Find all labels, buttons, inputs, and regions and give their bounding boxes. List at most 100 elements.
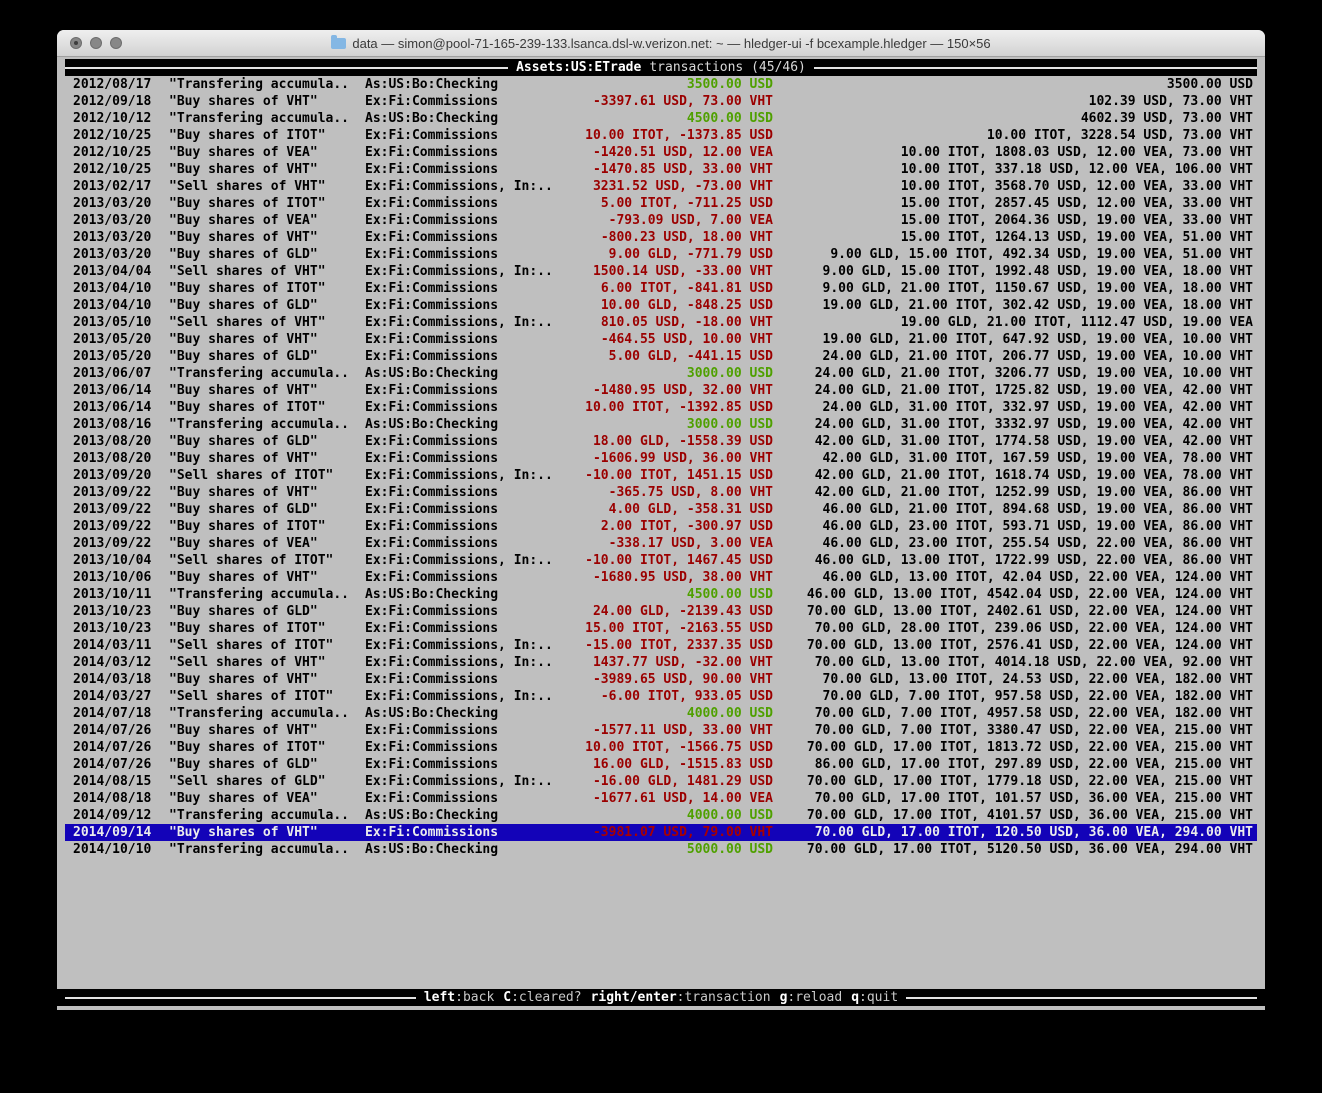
transaction-row[interactable]: 15.00 ITOT, -2163.55 USD 70.00 GLD, 28.00… xyxy=(65,620,1257,637)
transaction-row[interactable]: -3397.61 USD, 73.00 VHT 102.39 USD, 73.00… xyxy=(65,93,1257,110)
transaction-row[interactable]: -10.00 ITOT, 1467.45 USD 46.00 GLD, 13.00… xyxy=(65,552,1257,569)
transaction-row[interactable]: 1437.77 USD, -32.00 VHT 70.00 GLD, 13.00 … xyxy=(65,654,1257,671)
transaction-row[interactable]: 3500.00 USD 3500.00 USD 2012/08/17 "Transfe… xyxy=(65,76,1257,93)
description-cell: "Buy shares of GLD" xyxy=(169,604,318,619)
transaction-row[interactable]: -10.00 ITOT, 1451.15 USD 42.00 GLD, 21.00… xyxy=(65,467,1257,484)
transaction-row[interactable]: 10.00 ITOT, -1392.85 USD 24.00 GLD, 31.00… xyxy=(65,399,1257,416)
transaction-row[interactable]: -3989.65 USD, 90.00 VHT 70.00 GLD, 13.00 … xyxy=(65,671,1257,688)
balance-cell: 15.00 ITOT, 2857.45 USD, 12.00 VEA, 33.0… xyxy=(900,196,1253,211)
date-cell: 2013/08/16 xyxy=(73,417,152,432)
window-titlebar[interactable]: data — simon@pool-71-165-239-133.lsanca.… xyxy=(57,30,1265,57)
register-header-bar: Assets:US:ETrade transactions (45/46) xyxy=(65,59,1257,76)
balance-cell: 46.00 GLD, 13.00 ITOT, 4542.04 USD, 22.0… xyxy=(806,587,1253,602)
transaction-row[interactable]: 4500.00 USD 4602.39 USD, 73.00 VHT 2012/10… xyxy=(65,110,1257,127)
transaction-row[interactable]: -800.23 USD, 18.00 VHT 15.00 ITOT, 1264.1… xyxy=(65,229,1257,246)
amount-cell: -16.00 GLD, 1481.29 USD xyxy=(592,774,773,789)
description-cell: "Buy shares of ITOT" xyxy=(169,128,326,143)
transaction-row[interactable]: -16.00 GLD, 1481.29 USD 70.00 GLD, 17.00 … xyxy=(65,773,1257,790)
balance-cell: 10.00 ITOT, 337.18 USD, 12.00 VEA, 106.0… xyxy=(900,162,1253,177)
amount-cell: 4000.00 USD xyxy=(686,808,773,823)
date-cell: 2013/03/20 xyxy=(73,247,152,262)
transaction-row[interactable]: 10.00 ITOT, -1566.75 USD 70.00 GLD, 17.00… xyxy=(65,739,1257,756)
balance-cell: 70.00 GLD, 28.00 ITOT, 239.06 USD, 22.00… xyxy=(814,621,1253,636)
other-accounts-cell: As:US:Bo:Checking xyxy=(365,706,499,721)
transaction-row[interactable]: -15.00 ITOT, 2337.35 USD 70.00 GLD, 13.00… xyxy=(65,637,1257,654)
transaction-row[interactable]: 6.00 ITOT, -841.81 USD 9.00 GLD, 21.00 IT… xyxy=(65,280,1257,297)
transaction-row[interactable]: 4000.00 USD 70.00 GLD, 7.00 ITOT, 4957.58… xyxy=(65,705,1257,722)
date-cell: 2013/05/10 xyxy=(73,315,152,330)
transaction-row[interactable]: -1470.85 USD, 33.00 VHT 10.00 ITOT, 337.1… xyxy=(65,161,1257,178)
minimize-button[interactable] xyxy=(90,37,102,49)
date-cell: 2014/09/12 xyxy=(73,808,152,823)
transaction-row[interactable]: 9.00 GLD, -771.79 USD 9.00 GLD, 15.00 ITO… xyxy=(65,246,1257,263)
amount-cell: 3000.00 USD xyxy=(686,366,773,381)
transaction-row[interactable]: -793.09 USD, 7.00 VEA 15.00 ITOT, 2064.36… xyxy=(65,212,1257,229)
date-cell: 2014/07/18 xyxy=(73,706,152,721)
other-accounts-cell: Ex:Fi:Commissions xyxy=(365,349,499,364)
description-cell: "Buy shares of VHT" xyxy=(169,94,318,109)
balance-cell: 70.00 GLD, 17.00 ITOT, 1779.18 USD, 22.0… xyxy=(806,774,1253,789)
other-accounts-cell: Ex:Fi:Commissions xyxy=(365,145,499,160)
description-cell: "Sell shares of ITOT" xyxy=(169,553,334,568)
transaction-row[interactable]: 5000.00 USD 70.00 GLD, 17.00 ITOT, 5120.5… xyxy=(65,841,1257,858)
description-cell: "Buy shares of VHT" xyxy=(169,332,318,347)
transaction-row[interactable]: 18.00 GLD, -1558.39 USD 42.00 GLD, 31.00 … xyxy=(65,433,1257,450)
transaction-row[interactable]: 10.00 GLD, -848.25 USD 19.00 GLD, 21.00 I… xyxy=(65,297,1257,314)
other-accounts-cell: Ex:Fi:Commissions xyxy=(365,502,499,517)
transaction-row[interactable]: -1606.99 USD, 36.00 VHT 42.00 GLD, 31.00 … xyxy=(65,450,1257,467)
transaction-row[interactable]: 5.00 GLD, -441.15 USD 24.00 GLD, 21.00 IT… xyxy=(65,348,1257,365)
transaction-row[interactable]: -1480.95 USD, 32.00 VHT 24.00 GLD, 21.00 … xyxy=(65,382,1257,399)
zoom-button[interactable] xyxy=(110,37,122,49)
footer-hint: C:cleared? xyxy=(503,990,581,1005)
transaction-row[interactable]: 2.00 ITOT, -300.97 USD 46.00 GLD, 23.00 I… xyxy=(65,518,1257,535)
description-cell: "Buy shares of ITOT" xyxy=(169,621,326,636)
transaction-row[interactable]: 16.00 GLD, -1515.83 USD 86.00 GLD, 17.00 … xyxy=(65,756,1257,773)
balance-cell: 42.00 GLD, 21.00 ITOT, 1252.99 USD, 19.0… xyxy=(814,485,1253,500)
balance-cell: 42.00 GLD, 21.00 ITOT, 1618.74 USD, 19.0… xyxy=(814,468,1253,483)
balance-cell: 70.00 GLD, 13.00 ITOT, 2402.61 USD, 22.0… xyxy=(806,604,1253,619)
description-cell: "Buy shares of VHT" xyxy=(169,672,318,687)
transaction-row[interactable]: -3981.07 USD, 79.00 VHT 70.00 GLD, 17.00 … xyxy=(65,824,1257,841)
date-cell: 2013/04/10 xyxy=(73,298,152,313)
terminal-window: data — simon@pool-71-165-239-133.lsanca.… xyxy=(57,30,1265,1010)
other-accounts-cell: Ex:Fi:Commissions, In:.. xyxy=(365,468,553,483)
transaction-row[interactable]: 5.00 ITOT, -711.25 USD 15.00 ITOT, 2857.4… xyxy=(65,195,1257,212)
transaction-row[interactable]: 4.00 GLD, -358.31 USD 46.00 GLD, 21.00 IT… xyxy=(65,501,1257,518)
transaction-row[interactable]: 24.00 GLD, -2139.43 USD 70.00 GLD, 13.00 … xyxy=(65,603,1257,620)
transaction-row[interactable]: 1500.14 USD, -33.00 VHT 9.00 GLD, 15.00 I… xyxy=(65,263,1257,280)
date-cell: 2013/09/22 xyxy=(73,536,152,551)
folder-icon xyxy=(331,34,347,49)
transaction-row[interactable]: 810.05 USD, -18.00 VHT 19.00 GLD, 21.00 I… xyxy=(65,314,1257,331)
transaction-row[interactable]: 3000.00 USD 24.00 GLD, 21.00 ITOT, 3206.7… xyxy=(65,365,1257,382)
transaction-row[interactable]: -1577.11 USD, 33.00 VHT 70.00 GLD, 7.00 I… xyxy=(65,722,1257,739)
amount-cell: 4.00 GLD, -358.31 USD xyxy=(608,502,773,517)
transaction-row[interactable]: 4000.00 USD 70.00 GLD, 17.00 ITOT, 4101.5… xyxy=(65,807,1257,824)
date-cell: 2013/08/20 xyxy=(73,434,152,449)
description-cell: "Transfering accumula.. xyxy=(169,366,350,381)
amount-cell: 810.05 USD, -18.00 VHT xyxy=(600,315,773,330)
transaction-row[interactable]: 3231.52 USD, -73.00 VHT 10.00 ITOT, 3568.… xyxy=(65,178,1257,195)
transaction-row[interactable]: 10.00 ITOT, -1373.85 USD 10.00 ITOT, 3228… xyxy=(65,127,1257,144)
close-button[interactable] xyxy=(70,37,82,49)
date-cell: 2013/09/20 xyxy=(73,468,152,483)
transaction-row[interactable]: -365.75 USD, 8.00 VHT 42.00 GLD, 21.00 IT… xyxy=(65,484,1257,501)
transaction-row[interactable]: -6.00 ITOT, 933.05 USD 70.00 GLD, 7.00 IT… xyxy=(65,688,1257,705)
hint-key: q xyxy=(851,990,860,1005)
other-accounts-cell: Ex:Fi:Commissions, In:.. xyxy=(365,264,553,279)
transaction-row[interactable]: -1680.95 USD, 38.00 VHT 46.00 GLD, 13.00 … xyxy=(65,569,1257,586)
other-accounts-cell: Ex:Fi:Commissions xyxy=(365,570,499,585)
description-cell: "Transfering accumula.. xyxy=(169,808,350,823)
balance-cell: 9.00 GLD, 15.00 ITOT, 492.34 USD, 19.00 … xyxy=(830,247,1253,262)
amount-cell: 10.00 ITOT, -1566.75 USD xyxy=(585,740,773,755)
transaction-row[interactable]: -1677.61 USD, 14.00 VEA 70.00 GLD, 17.00 … xyxy=(65,790,1257,807)
balance-cell: 24.00 GLD, 31.00 ITOT, 3332.97 USD, 19.0… xyxy=(814,417,1253,432)
date-cell: 2014/08/18 xyxy=(73,791,152,806)
transaction-row[interactable]: 3000.00 USD 24.00 GLD, 31.00 ITOT, 3332.9… xyxy=(65,416,1257,433)
amount-cell: -1606.99 USD, 36.00 VHT xyxy=(592,451,773,466)
other-accounts-cell: As:US:Bo:Checking xyxy=(365,111,499,126)
date-cell: 2013/05/20 xyxy=(73,349,152,364)
transaction-row[interactable]: -464.55 USD, 10.00 VHT 19.00 GLD, 21.00 I… xyxy=(65,331,1257,348)
transaction-row[interactable]: -338.17 USD, 3.00 VEA 46.00 GLD, 23.00 IT… xyxy=(65,535,1257,552)
transaction-row[interactable]: 4500.00 USD 46.00 GLD, 13.00 ITOT, 4542.0… xyxy=(65,586,1257,603)
transaction-row[interactable]: -1420.51 USD, 12.00 VEA 10.00 ITOT, 1808.… xyxy=(65,144,1257,161)
